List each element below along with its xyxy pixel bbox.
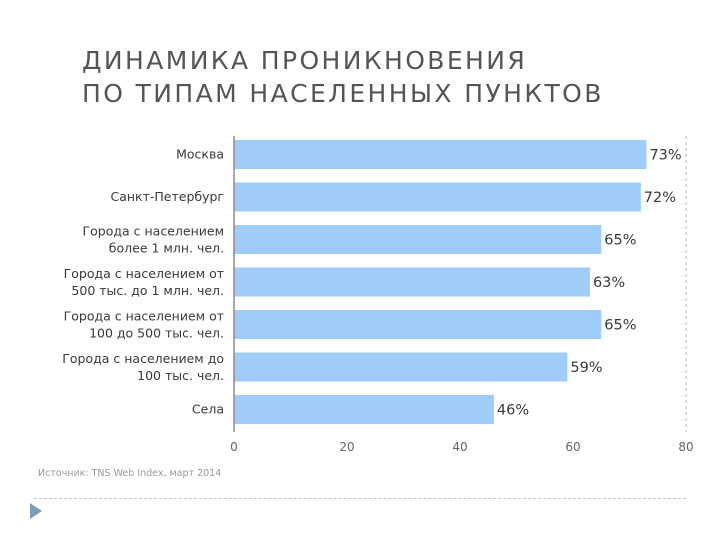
category-label-2: Города с населением более 1 млн. чел.: [83, 224, 224, 256]
footer-divider: [34, 498, 686, 499]
bar-0: [234, 140, 647, 169]
bar-3: [234, 267, 590, 297]
value-label-6: 46%: [497, 403, 529, 419]
category-label-line: Села: [192, 402, 224, 417]
category-label-line: Города с населением до: [62, 351, 224, 366]
x-tick-label-20: 20: [339, 440, 354, 454]
bar-1: [234, 182, 641, 212]
chart-title-line-2: ПО ТИПАМ НАСЕЛЕННЫХ ПУНКТОВ: [82, 79, 604, 108]
category-label-line: Города с населением от: [64, 309, 224, 324]
category-label-1: Санкт-Петербург: [110, 189, 224, 204]
bar-2: [234, 225, 602, 254]
category-label-line: Города с населением: [83, 224, 224, 239]
category-label-line: 100 до 500 тыс. чел.: [89, 326, 224, 341]
category-label-0: Москва: [176, 147, 224, 162]
category-label-3: Города с населением от 500 тыс. до 1 млн.…: [64, 266, 224, 298]
value-label-2: 65%: [604, 233, 636, 249]
x-tick-label-40: 40: [452, 440, 467, 454]
x-tick-label-0: 0: [230, 440, 238, 454]
x-tick-label-80: 80: [678, 440, 693, 454]
bar-6: [234, 395, 494, 424]
value-label-0: 73%: [649, 148, 681, 164]
category-label-line: 500 тыс. до 1 млн. чел.: [71, 283, 224, 298]
category-label-line: Санкт-Петербург: [110, 189, 224, 204]
category-label-6: Села: [192, 402, 224, 417]
source-note: Источник: TNS Web Index, март 2014: [38, 468, 222, 479]
category-label-4: Города с населением от 100 до 500 тыс. че…: [64, 309, 224, 341]
category-label-5: Города с населением до 100 тыс. чел.: [62, 351, 224, 383]
category-label-line: более 1 млн. чел.: [109, 241, 224, 256]
value-label-1: 72%: [644, 190, 676, 206]
bar-4: [234, 310, 602, 339]
value-label-5: 59%: [570, 360, 602, 376]
nav-arrow-icon[interactable]: [30, 503, 42, 519]
bar-5: [234, 352, 568, 382]
category-label-line: 100 тыс. чел.: [137, 368, 224, 383]
value-label-3: 63%: [593, 275, 625, 291]
chart-title-line-1: ДИНАМИКА ПРОНИКНОВЕНИЯ: [82, 46, 528, 75]
category-label-line: Москва: [176, 147, 224, 162]
x-tick-label-60: 60: [565, 440, 580, 454]
value-label-4: 65%: [604, 318, 636, 334]
category-label-line: Города с населением от: [64, 266, 224, 281]
